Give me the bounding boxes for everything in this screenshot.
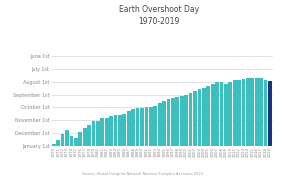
Text: Source: Global Footprint Network National Footprint Accounts 2019: Source: Global Footprint Network Nationa… (82, 172, 202, 176)
Bar (61, 134, 64, 146)
Bar (127, 111, 131, 146)
Bar (224, 84, 228, 146)
Bar (149, 107, 153, 146)
Bar (180, 96, 184, 146)
Bar (206, 86, 210, 146)
Bar (118, 115, 122, 146)
Bar (202, 88, 206, 146)
Bar (52, 144, 56, 146)
Bar (237, 80, 241, 146)
Bar (114, 115, 117, 146)
Bar (242, 79, 245, 146)
Bar (56, 140, 60, 146)
Bar (255, 78, 259, 146)
Bar (153, 106, 157, 146)
Bar (197, 89, 201, 146)
Bar (105, 118, 108, 146)
Bar (250, 78, 254, 146)
Bar (140, 108, 144, 146)
Bar (228, 82, 232, 146)
Bar (70, 136, 73, 146)
Bar (65, 130, 69, 146)
Bar (145, 107, 148, 146)
Bar (109, 116, 113, 146)
Bar (171, 98, 175, 146)
Bar (122, 114, 126, 146)
Bar (136, 108, 139, 146)
Bar (101, 118, 104, 146)
Bar (83, 128, 87, 146)
Bar (246, 78, 250, 146)
Bar (268, 80, 272, 146)
Bar (92, 121, 95, 146)
Bar (189, 93, 193, 146)
Bar (74, 138, 78, 146)
Bar (184, 95, 188, 146)
Bar (233, 80, 237, 146)
Bar (96, 121, 100, 146)
Bar (220, 82, 223, 146)
Bar (211, 84, 214, 146)
Bar (167, 99, 170, 146)
Bar (78, 132, 82, 146)
Bar (87, 125, 91, 146)
Bar (264, 80, 268, 146)
Bar (259, 78, 263, 146)
Bar (162, 101, 166, 146)
Text: Earth Overshoot Day
1970-2019: Earth Overshoot Day 1970-2019 (119, 5, 199, 26)
Bar (131, 109, 135, 146)
Bar (193, 90, 197, 146)
Bar (176, 97, 179, 146)
Bar (158, 103, 162, 146)
Bar (215, 82, 219, 146)
